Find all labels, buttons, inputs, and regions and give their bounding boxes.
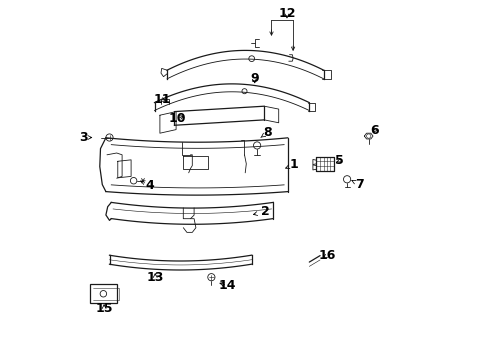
Text: 12: 12 — [278, 7, 295, 20]
Text: 10: 10 — [168, 112, 185, 125]
Text: 7: 7 — [351, 178, 364, 191]
Text: 6: 6 — [370, 124, 378, 137]
Text: 2: 2 — [253, 205, 269, 218]
Text: 4: 4 — [140, 179, 154, 192]
Text: 3: 3 — [79, 131, 92, 144]
Text: 15: 15 — [95, 302, 113, 315]
Bar — [89, 284, 117, 303]
Text: 5: 5 — [334, 154, 343, 167]
Text: 8: 8 — [260, 126, 272, 139]
Text: 14: 14 — [218, 279, 236, 292]
Text: 11: 11 — [153, 93, 171, 106]
Text: 1: 1 — [285, 158, 298, 171]
Text: 13: 13 — [146, 271, 163, 284]
Text: 9: 9 — [249, 72, 258, 85]
Text: 16: 16 — [318, 249, 335, 262]
